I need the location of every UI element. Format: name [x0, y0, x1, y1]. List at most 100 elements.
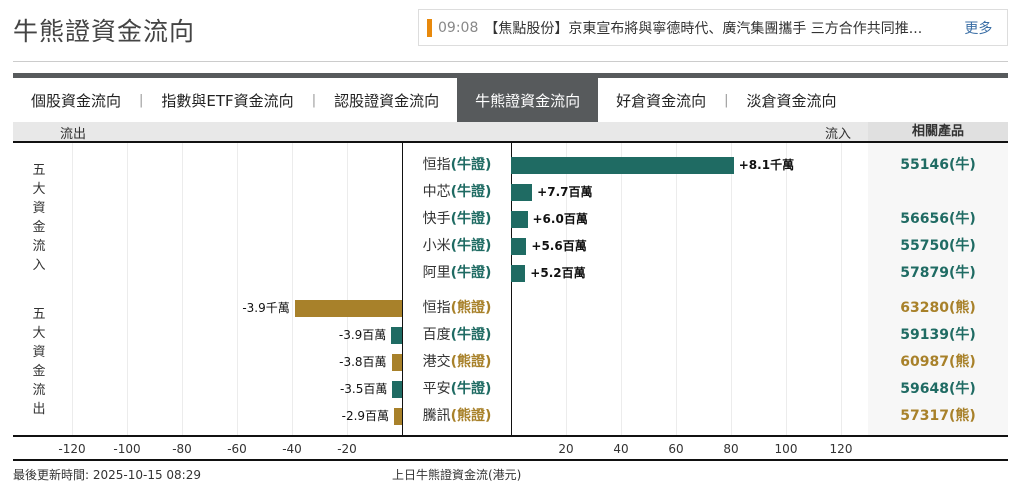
gridline — [786, 143, 787, 435]
related-product-link[interactable]: 57317(熊) — [900, 408, 976, 424]
outflow-row: 百度(牛證) -3.9百萬 59139(牛) — [13, 322, 1008, 349]
category-label[interactable]: 阿里(牛證) — [403, 260, 511, 287]
group-label-char: 五 — [32, 163, 46, 178]
related-product-link[interactable]: 59139(牛) — [900, 327, 976, 343]
gridline — [566, 143, 567, 435]
group-label-char: 出 — [32, 402, 46, 417]
axis-tick: -80 — [172, 442, 192, 456]
axis-tick: 120 — [829, 442, 853, 456]
gridline — [841, 143, 842, 435]
tab-0[interactable]: 個股資金流向 — [31, 91, 122, 110]
warrant-type: (牛證) — [450, 265, 492, 281]
category-label[interactable]: 快手(牛證) — [403, 206, 511, 233]
inflow-header: 流入 — [825, 127, 852, 142]
outflow-header: 流出 — [60, 127, 87, 142]
warrant-type: (牛證) — [450, 238, 492, 254]
underlying-name: 中芯 — [422, 184, 451, 200]
outflow-bar[interactable] — [294, 300, 402, 317]
value-label: +8.1千萬 — [738, 158, 795, 172]
category-label[interactable]: 百度(牛證) — [403, 322, 511, 349]
related-product-link[interactable]: 56656(牛) — [900, 211, 976, 227]
related-product-link[interactable]: 57879(牛) — [900, 265, 976, 281]
value-label: +7.7百萬 — [537, 185, 593, 199]
underlying-name: 恒指 — [422, 300, 451, 316]
value-label: -3.9百萬 — [338, 328, 387, 342]
warrant-type: (牛證) — [450, 381, 492, 397]
gridline — [72, 143, 73, 435]
axis-tick: -20 — [337, 442, 357, 456]
underlying-name: 騰訊 — [422, 408, 451, 424]
inflow-row: 快手(牛證) +6.0百萬 56656(牛) — [13, 206, 1008, 233]
news-accent-bar — [427, 18, 432, 37]
inflow-row: 中芯(牛證) +7.7百萬 — [13, 179, 1008, 206]
gridline — [127, 143, 128, 435]
outflow-bar[interactable] — [392, 381, 402, 398]
tab-1[interactable]: 指數與ETF資金流向 — [161, 91, 294, 110]
tab-2[interactable]: 認股證資金流向 — [334, 91, 440, 110]
tab-strip — [13, 73, 1008, 78]
axis-tick: -40 — [282, 442, 302, 456]
gridline — [676, 143, 677, 435]
related-product-link[interactable]: 59648(牛) — [900, 381, 976, 397]
outflow-bar[interactable] — [391, 327, 402, 344]
axis-tick: 80 — [723, 442, 739, 456]
related-product-link[interactable]: 55146(牛) — [900, 157, 976, 173]
outflow-bar[interactable] — [394, 408, 402, 425]
group-label-char: 入 — [32, 258, 46, 273]
chart-caption: 上日牛熊證資金流(港元) — [392, 468, 522, 482]
tab-separator: | — [139, 92, 144, 108]
divider — [13, 61, 1008, 62]
axis-tick: 100 — [774, 442, 798, 456]
gridline — [621, 143, 622, 435]
inflow-bar[interactable] — [511, 157, 734, 174]
inflow-bar[interactable] — [511, 265, 526, 282]
inflow-bar[interactable] — [511, 184, 533, 201]
category-label[interactable]: 中芯(牛證) — [403, 179, 511, 206]
category-label[interactable]: 騰訊(熊證) — [403, 403, 511, 430]
warrant-type: (牛證) — [450, 184, 492, 200]
axis-tick: -100 — [113, 442, 141, 456]
underlying-name: 港交 — [422, 354, 451, 370]
category-label[interactable]: 小米(牛證) — [403, 233, 511, 260]
x-axis: -120 -100 -80 -60 -40 -20 20 40 60 80 100 120 — [13, 437, 1008, 461]
underlying-name: 快手 — [422, 211, 451, 227]
tab-5[interactable]: 淡倉資金流向 — [746, 91, 837, 110]
category-label[interactable]: 平安(牛證) — [403, 376, 511, 403]
underlying-name: 阿里 — [422, 265, 451, 281]
warrant-type: (熊證) — [450, 354, 492, 370]
gridline — [237, 143, 238, 435]
group-label-char: 流 — [32, 383, 46, 398]
tab-bar: 個股資金流向 | 指數與ETF資金流向 | 認股證資金流向 牛熊證資金流向 好倉資金流向 | 淡… — [13, 78, 1008, 122]
group-label-char: 大 — [32, 182, 46, 197]
news-more-link[interactable]: 更多 — [964, 20, 993, 37]
outflow-row: 騰訊(熊證) -2.9百萬 57317(熊) — [13, 403, 1008, 430]
category-label[interactable]: 恒指(牛證) — [403, 152, 511, 179]
inflow-zero-axis — [511, 143, 512, 435]
inflow-row: 阿里(牛證) +5.2百萬 57879(牛) — [13, 260, 1008, 287]
underlying-name: 小米 — [422, 238, 451, 254]
chart-header: 流出 流入 相關產品 — [13, 122, 1008, 142]
warrant-type: (牛證) — [450, 211, 492, 227]
group-label-char: 金 — [32, 220, 46, 235]
category-label[interactable]: 恒指(熊證) — [403, 295, 511, 322]
tab-separator: | — [724, 92, 729, 108]
outflow-row: 平安(牛證) -3.5百萬 59648(牛) — [13, 376, 1008, 403]
value-label: +6.0百萬 — [532, 212, 588, 226]
axis-tick: 20 — [558, 442, 574, 456]
tab-4[interactable]: 好倉資金流向 — [616, 91, 707, 110]
tab-3[interactable]: 牛熊證資金流向 — [457, 78, 599, 122]
news-ticker: 09:08 【焦點股份】京東宣布將與寧德時代、廣汽集團攜手 三方合作共同推...… — [418, 9, 1008, 46]
inflow-bar[interactable] — [511, 238, 527, 255]
value-label: -3.9千萬 — [242, 301, 290, 315]
group-label-char: 資 — [32, 201, 46, 216]
page-title: 牛熊證資金流向 — [13, 17, 196, 46]
group-label-char: 五 — [32, 307, 46, 322]
last-updated: 最後更新時間: 2025-10-15 08:29 — [13, 468, 201, 482]
inflow-bar[interactable] — [511, 211, 528, 228]
news-headline-link[interactable]: 【焦點股份】京東宣布將與寧德時代、廣汽集團攜手 三方合作共同推... — [484, 20, 923, 37]
related-product-link[interactable]: 63280(熊) — [900, 300, 976, 316]
outflow-bar[interactable] — [391, 354, 402, 371]
related-product-link[interactable]: 60987(熊) — [900, 354, 976, 370]
category-label[interactable]: 港交(熊證) — [403, 349, 511, 376]
related-product-link[interactable]: 55750(牛) — [900, 238, 976, 254]
